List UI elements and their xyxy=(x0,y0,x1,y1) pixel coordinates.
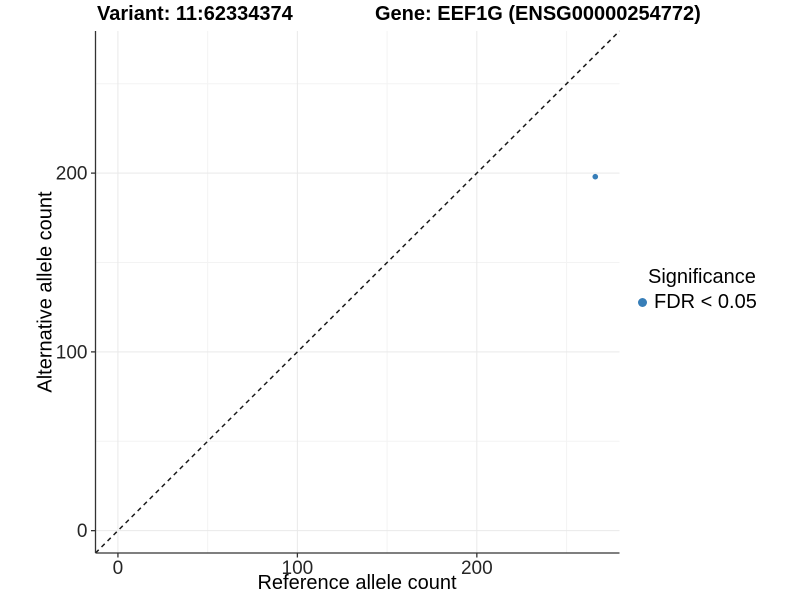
data-point xyxy=(592,173,599,180)
legend: Significance FDR < 0.05 xyxy=(638,266,757,314)
x-axis-title: Reference allele count xyxy=(257,572,457,594)
legend-entry: FDR < 0.05 xyxy=(638,291,757,314)
y-axis-title: Alternative allele count xyxy=(34,191,57,393)
x-tick-label: 0 xyxy=(113,558,124,579)
legend-entry-label: FDR < 0.05 xyxy=(654,291,757,313)
y-tick-label: 200 xyxy=(56,164,88,185)
identity-line xyxy=(94,30,621,554)
legend-title: Significance xyxy=(648,266,756,288)
y-tick-label: 0 xyxy=(77,521,88,542)
variant-title: Variant: 11:62334374 xyxy=(97,3,293,25)
x-tick-label: 200 xyxy=(461,558,493,579)
legend-point-icon xyxy=(638,298,647,307)
x-tick-label: 100 xyxy=(282,558,314,579)
gene-title: Gene: EEF1G (ENSG00000254772) xyxy=(375,3,701,25)
y-tick-label: 100 xyxy=(56,342,88,363)
